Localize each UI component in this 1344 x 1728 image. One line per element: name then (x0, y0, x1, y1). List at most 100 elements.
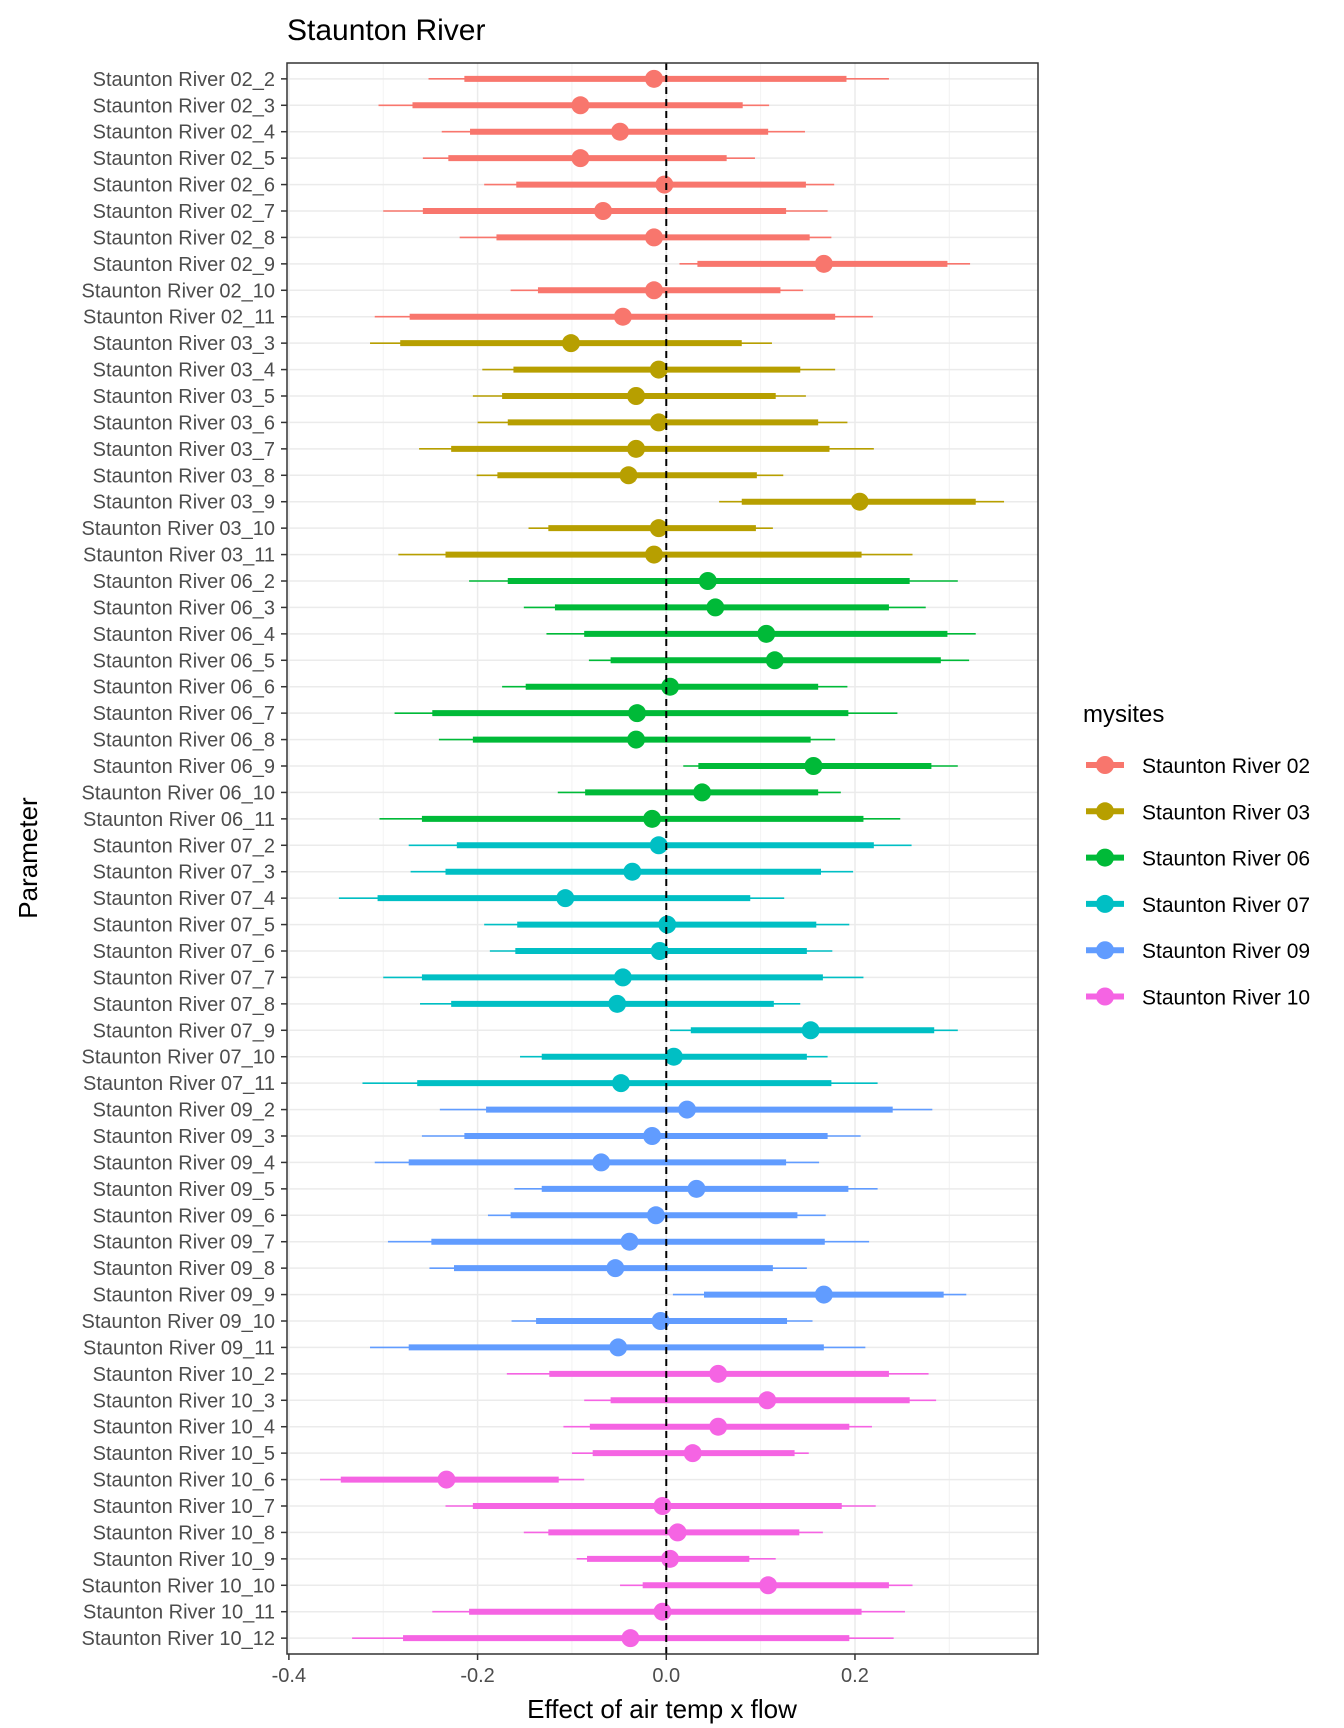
y-tick-label: Staunton River 06_9 (93, 756, 275, 778)
y-tick-label: Staunton River 07_10 (82, 1047, 275, 1069)
y-tick-label: Staunton River 10_4 (93, 1417, 275, 1439)
y-tick-label: Staunton River 07_6 (93, 941, 275, 963)
point-estimate (645, 69, 664, 88)
legend-key-point (1096, 987, 1114, 1006)
point-estimate (613, 307, 632, 326)
legend-title: mysites (1083, 701, 1164, 728)
point-estimate (619, 466, 638, 485)
point-estimate (646, 1206, 665, 1225)
y-tick-label: Staunton River 09_3 (93, 1126, 275, 1148)
y-tick-label: Staunton River 03_7 (93, 439, 275, 461)
y-tick-label: Staunton River 02_4 (93, 122, 275, 144)
point-estimate (658, 915, 677, 934)
y-tick-label: Staunton River 06_10 (82, 782, 275, 804)
point-estimate (661, 677, 680, 696)
legend-key-point (1096, 756, 1114, 774)
point-estimate (649, 836, 668, 855)
legend-key-point (1096, 941, 1114, 960)
y-tick-label: Staunton River 07_9 (93, 1020, 275, 1042)
point-estimate (613, 968, 632, 987)
intervals (320, 63, 1005, 1654)
y-tick-label: Staunton River 06_11 (83, 809, 275, 831)
point-estimate (655, 175, 674, 194)
point-estimate (687, 1179, 706, 1198)
y-tick-label: Staunton River 09_8 (93, 1258, 275, 1280)
point-estimate (765, 651, 784, 670)
x-axis-title: Effect of air temp x flow (527, 1694, 797, 1724)
x-tick-label: 0.0 (652, 1665, 680, 1687)
y-tick-label: Staunton River 10_2 (93, 1364, 275, 1386)
y-tick-label: Staunton River 10_8 (93, 1522, 275, 1544)
point-estimate (627, 439, 646, 458)
point-estimate (757, 624, 776, 643)
y-tick-label: Staunton River 06_5 (93, 650, 275, 672)
point-estimate (801, 1021, 820, 1040)
x-axis: -0.4 -0.2 0.0 0.2 (272, 1654, 869, 1687)
y-tick-label: Staunton River 09_2 (93, 1100, 275, 1122)
point-estimate (592, 1153, 611, 1172)
y-tick-label: Staunton River 02_2 (93, 69, 275, 91)
point-estimate (650, 942, 669, 960)
y-tick-label: Staunton River 10_11 (83, 1602, 275, 1624)
legend-item: Staunton River 06 (1086, 848, 1310, 871)
point-estimate (645, 228, 664, 247)
y-tick-label: Staunton River 10_9 (93, 1549, 275, 1571)
y-tick-label: Staunton River 09_9 (93, 1285, 275, 1307)
y-tick-label: Staunton River 02_5 (93, 148, 275, 170)
point-estimate (759, 1576, 778, 1595)
point-estimate (594, 202, 613, 220)
y-tick-label: Staunton River 02_6 (93, 175, 275, 197)
point-estimate (698, 572, 717, 590)
point-estimate (571, 96, 590, 115)
y-tick-label: Staunton River 06_3 (93, 597, 275, 619)
point-estimate (850, 492, 869, 511)
point-estimate (653, 1497, 672, 1515)
y-tick-label: Staunton River 07_11 (83, 1073, 275, 1095)
point-estimate (649, 360, 668, 379)
point-estimate (678, 1100, 697, 1119)
legend-item: Staunton River 09 (1086, 940, 1310, 963)
y-tick-label: Staunton River 09_5 (93, 1179, 275, 1201)
point-estimate (709, 1417, 728, 1436)
y-tick-label: Staunton River 02_11 (83, 307, 275, 329)
y-tick-label: Staunton River 09_6 (93, 1205, 275, 1227)
point-estimate (437, 1470, 456, 1489)
gridlines (287, 63, 1038, 1654)
y-tick-label: Staunton River 03_4 (93, 360, 275, 382)
legend-item: Staunton River 07 (1086, 894, 1310, 917)
y-tick-label: Staunton River 07_3 (93, 862, 275, 884)
y-tick-label: Staunton River 07_2 (93, 835, 275, 857)
legend-label: Staunton River 10 (1142, 987, 1310, 1010)
y-tick-label: Staunton River 02_7 (93, 201, 275, 223)
point-estimate (649, 413, 668, 432)
point-estimate (643, 1127, 662, 1145)
point-estimate (758, 1391, 777, 1410)
y-tick-label: Staunton River 02_3 (93, 95, 275, 117)
legend-item: Staunton River 02 (1086, 755, 1310, 778)
x-tick-label: -0.2 (460, 1665, 494, 1687)
point-estimate (649, 519, 668, 538)
y-tick-label: Staunton River 07_8 (93, 994, 275, 1016)
point-estimate (709, 1364, 728, 1383)
y-tick-label: Staunton River 03_3 (93, 333, 275, 355)
y-tick-label: Staunton River 10_12 (82, 1628, 275, 1650)
point-estimate (645, 281, 664, 300)
point-estimate (661, 1549, 680, 1568)
y-tick-label: Staunton River 03_9 (93, 492, 275, 514)
point-estimate (814, 1285, 833, 1304)
y-tick-label: Staunton River 09_4 (93, 1152, 275, 1174)
legend-item: Staunton River 10 (1086, 987, 1310, 1010)
point-estimate (627, 730, 646, 749)
point-estimate (693, 783, 712, 802)
y-tick-label: Staunton River 10_10 (82, 1575, 275, 1597)
chart-title: Staunton River (287, 14, 485, 47)
y-axis: Staunton River 02_2 Staunton River 02_3 St… (82, 69, 287, 1650)
legend: Staunton River 02 Staunton River 03 Staunt… (1086, 755, 1310, 1010)
point-estimate (628, 704, 647, 723)
point-estimate (645, 545, 664, 564)
y-tick-label: Staunton River 10_7 (93, 1496, 275, 1518)
point-estimate (611, 1074, 630, 1093)
y-tick-label: Staunton River 03_8 (93, 465, 275, 487)
panel-border (286, 62, 1039, 1655)
